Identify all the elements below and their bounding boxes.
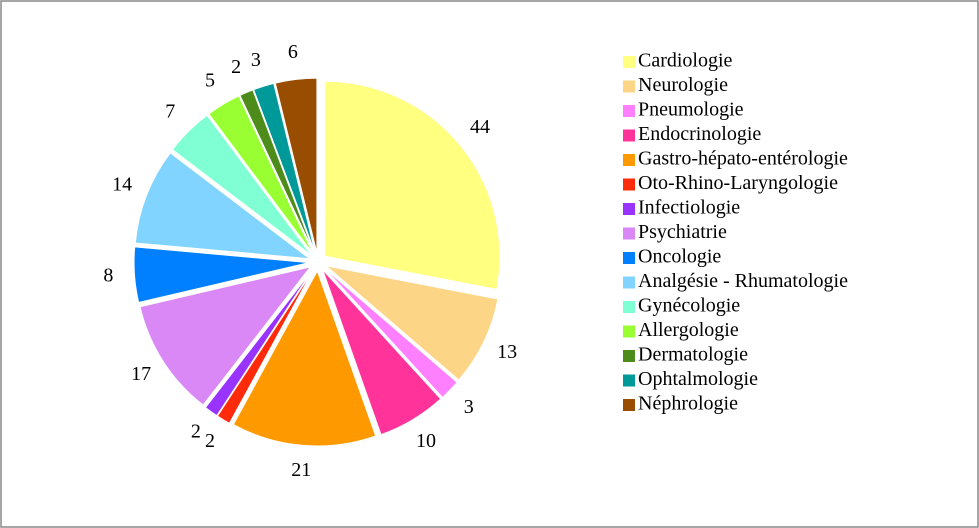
data-label: 3 xyxy=(464,396,474,418)
legend-swatch xyxy=(623,154,635,166)
data-label: 6 xyxy=(288,41,298,63)
data-label: 17 xyxy=(131,363,151,385)
data-label: 3 xyxy=(251,49,261,71)
pie-slice xyxy=(324,265,499,381)
legend-label: Dermatologie xyxy=(638,344,748,366)
legend-swatch xyxy=(623,56,635,68)
data-label: 14 xyxy=(112,174,132,196)
legend-label: Psychiatrie xyxy=(638,221,727,243)
pie-slice xyxy=(274,77,318,254)
legend-swatch xyxy=(623,227,635,240)
legend-swatch xyxy=(623,374,635,387)
legend-swatch xyxy=(623,325,635,338)
pie-slice xyxy=(208,95,314,255)
pie-slice xyxy=(139,266,312,406)
pie-slice xyxy=(324,80,501,290)
legend-swatch xyxy=(623,252,635,264)
pie-slice xyxy=(133,246,310,304)
data-label: 5 xyxy=(205,69,215,91)
pie-slice xyxy=(204,269,314,417)
legend-label: Pneumologie xyxy=(638,99,744,121)
pie-slice xyxy=(134,152,312,260)
legend-label: Oncologie xyxy=(638,246,721,268)
pie-slice xyxy=(322,269,442,436)
pie-slice xyxy=(171,114,313,257)
data-label: 2 xyxy=(191,421,201,443)
legend-swatch xyxy=(623,178,635,191)
pie-slice xyxy=(232,269,377,447)
pie-slice xyxy=(216,269,314,424)
legend-swatch xyxy=(623,105,635,117)
legend-swatch xyxy=(623,301,635,313)
pie-slice xyxy=(253,82,316,254)
legend-label: Gynécologie xyxy=(638,295,740,317)
data-label: 10 xyxy=(416,430,436,452)
legend-label: Ophtalmologie xyxy=(638,368,758,390)
pie-slice xyxy=(324,267,458,399)
legend-label: Neurologie xyxy=(638,74,728,96)
data-label: 7 xyxy=(165,100,175,122)
data-label: 44 xyxy=(470,116,490,138)
data-label: 8 xyxy=(103,264,113,286)
legend-label: Endocrinologie xyxy=(638,123,761,145)
legend-swatch xyxy=(623,276,635,289)
pie-slice xyxy=(239,89,315,254)
legend-label: Cardiologie xyxy=(638,50,733,72)
legend-label: Néphrologie xyxy=(638,393,738,415)
data-label: 21 xyxy=(291,459,311,481)
legend-label: Infectiologie xyxy=(638,197,740,219)
data-label: 13 xyxy=(497,341,517,363)
legend-swatch xyxy=(623,80,635,93)
data-label: 2 xyxy=(231,56,241,78)
legend-swatch xyxy=(623,203,635,215)
legend-label: Analgésie - Rhumatologie xyxy=(638,270,848,292)
legend-label: Allergologie xyxy=(638,319,739,341)
legend-swatch xyxy=(623,129,635,142)
legend-swatch xyxy=(623,399,635,411)
legend-label: Oto-Rhino-Laryngologie xyxy=(638,172,838,194)
data-label: 2 xyxy=(205,430,215,452)
legend-label: Gastro-hépato-entérologie xyxy=(638,148,848,170)
legend-swatch xyxy=(623,350,635,362)
